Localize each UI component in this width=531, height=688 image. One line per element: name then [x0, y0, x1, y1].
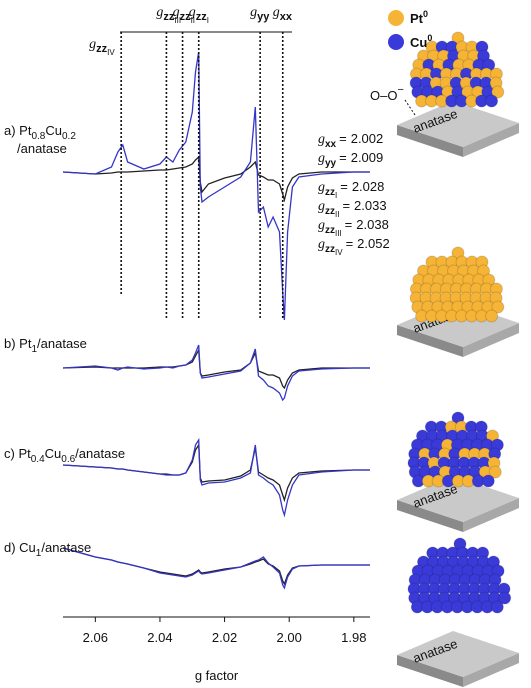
g-subscript: xx: [280, 11, 293, 23]
legend-label: Pt0: [410, 9, 428, 26]
panel-label-part: d) Cu: [4, 540, 36, 555]
g-value: 2.002: [351, 131, 384, 146]
spectrum-line: [63, 345, 370, 400]
legend-sup: 0: [423, 9, 428, 19]
g-subscript: zz: [196, 11, 208, 23]
assignment: gzzIV=2.052: [318, 236, 390, 257]
g-symbol: g: [89, 37, 96, 52]
g-subscript: xx: [325, 139, 337, 150]
equals: =: [340, 179, 348, 194]
equals: =: [346, 236, 354, 251]
marker-label: gyy: [250, 5, 270, 23]
g-index: I: [335, 191, 337, 200]
g-subscript: yy: [325, 158, 337, 169]
x-tick-label: 2.02: [212, 630, 237, 645]
panel-label-part: /anatase: [37, 336, 87, 351]
g-symbol: g: [318, 151, 325, 166]
g-symbol: g: [318, 132, 325, 147]
panel-label: b) Pt1/anatase: [4, 336, 87, 355]
g-subscript: zz: [163, 11, 175, 23]
g-subscript: zz: [325, 206, 335, 217]
panel-label: d) Cu1/anatase: [4, 540, 91, 559]
x-tick-label: 1.98: [341, 630, 366, 645]
g-index: II: [335, 210, 339, 219]
g-subscript: zz: [325, 225, 335, 236]
x-tick-label: 2.00: [277, 630, 302, 645]
panel-label-part: a) Pt: [4, 123, 32, 138]
atom: [482, 475, 494, 487]
g-symbol: g: [318, 237, 325, 252]
adsorbate: O–O−: [370, 84, 404, 103]
x-tick-label: 2.06: [83, 630, 108, 645]
atom: [486, 310, 498, 322]
equals: =: [342, 198, 350, 213]
panel-label-part: c) Pt: [4, 446, 31, 461]
g-symbol: g: [318, 218, 325, 233]
legend-swatch: [388, 10, 404, 26]
legend-symbol: Cu: [410, 35, 427, 50]
atom: [491, 601, 503, 613]
panel-label-part: b) Pt: [4, 336, 32, 351]
g-subscript: zz: [96, 43, 108, 55]
legend-symbol: Pt: [410, 11, 424, 26]
spectrum-line: [63, 548, 370, 588]
panel-label-part: Cu: [45, 446, 62, 461]
assignment: gzzIII=2.038: [318, 217, 389, 238]
g-value: 2.033: [354, 198, 387, 213]
g-value: 2.038: [356, 217, 389, 232]
equals: =: [339, 150, 347, 165]
assignment: gzzI= 2.028: [318, 179, 384, 200]
g-symbol: g: [318, 199, 325, 214]
g-index: I: [207, 16, 209, 25]
x-axis-label: g factor: [195, 668, 239, 683]
panel-label-part: Cu: [45, 123, 62, 138]
g-symbol: g: [318, 180, 325, 195]
g-index: II: [191, 16, 195, 25]
g-index: III: [174, 16, 181, 25]
atom: [486, 95, 498, 107]
panel-label-part: 0.6: [61, 454, 75, 465]
assignment: gyy= 2.009: [318, 150, 383, 169]
g-subscript: yy: [257, 11, 270, 23]
panel-label: a) Pt0.8Cu0.2: [4, 123, 76, 142]
g-value: 2.028: [352, 179, 385, 194]
panel-label-part: /anatase: [41, 540, 91, 555]
g-subscript: zz: [325, 244, 335, 255]
spectrum-line: [63, 548, 370, 584]
g-value: 2.009: [351, 150, 384, 165]
assignment: gxx= 2.002: [318, 131, 383, 150]
marker-label: gzzIV: [89, 37, 115, 57]
panel-label-part: /anatase: [75, 446, 125, 461]
g-index: III: [335, 229, 342, 238]
g-value: 2.052: [357, 236, 390, 251]
adsorbate-bond: [405, 100, 415, 115]
g-index: IV: [107, 48, 115, 57]
assignment: gzzII= 2.033: [318, 198, 387, 219]
x-tick-label: 2.04: [147, 630, 172, 645]
g-symbol: g: [156, 5, 163, 20]
panel-label: c) Pt0.4Cu0.6/anatase: [4, 446, 125, 465]
panel-label: /anatase: [17, 141, 67, 156]
legend-sup: 0: [427, 33, 432, 43]
equals: =: [339, 131, 347, 146]
g-symbol: g: [250, 5, 257, 20]
g-subscript: zz: [325, 187, 335, 198]
g-symbol: g: [273, 5, 280, 20]
figure: a) Pt0.8Cu0.2/anataseb) Pt1/anatasec) Pt…: [0, 0, 531, 688]
g-subscript: zz: [180, 11, 192, 23]
equals: =: [345, 217, 353, 232]
g-index: IV: [335, 248, 343, 257]
adsorbate-text: O–O: [370, 88, 397, 103]
panel-label-part: 0.4: [31, 454, 45, 465]
adsorbate-sup: −: [397, 84, 403, 96]
legend-swatch: [388, 34, 404, 50]
marker-label: gxx: [273, 5, 293, 23]
